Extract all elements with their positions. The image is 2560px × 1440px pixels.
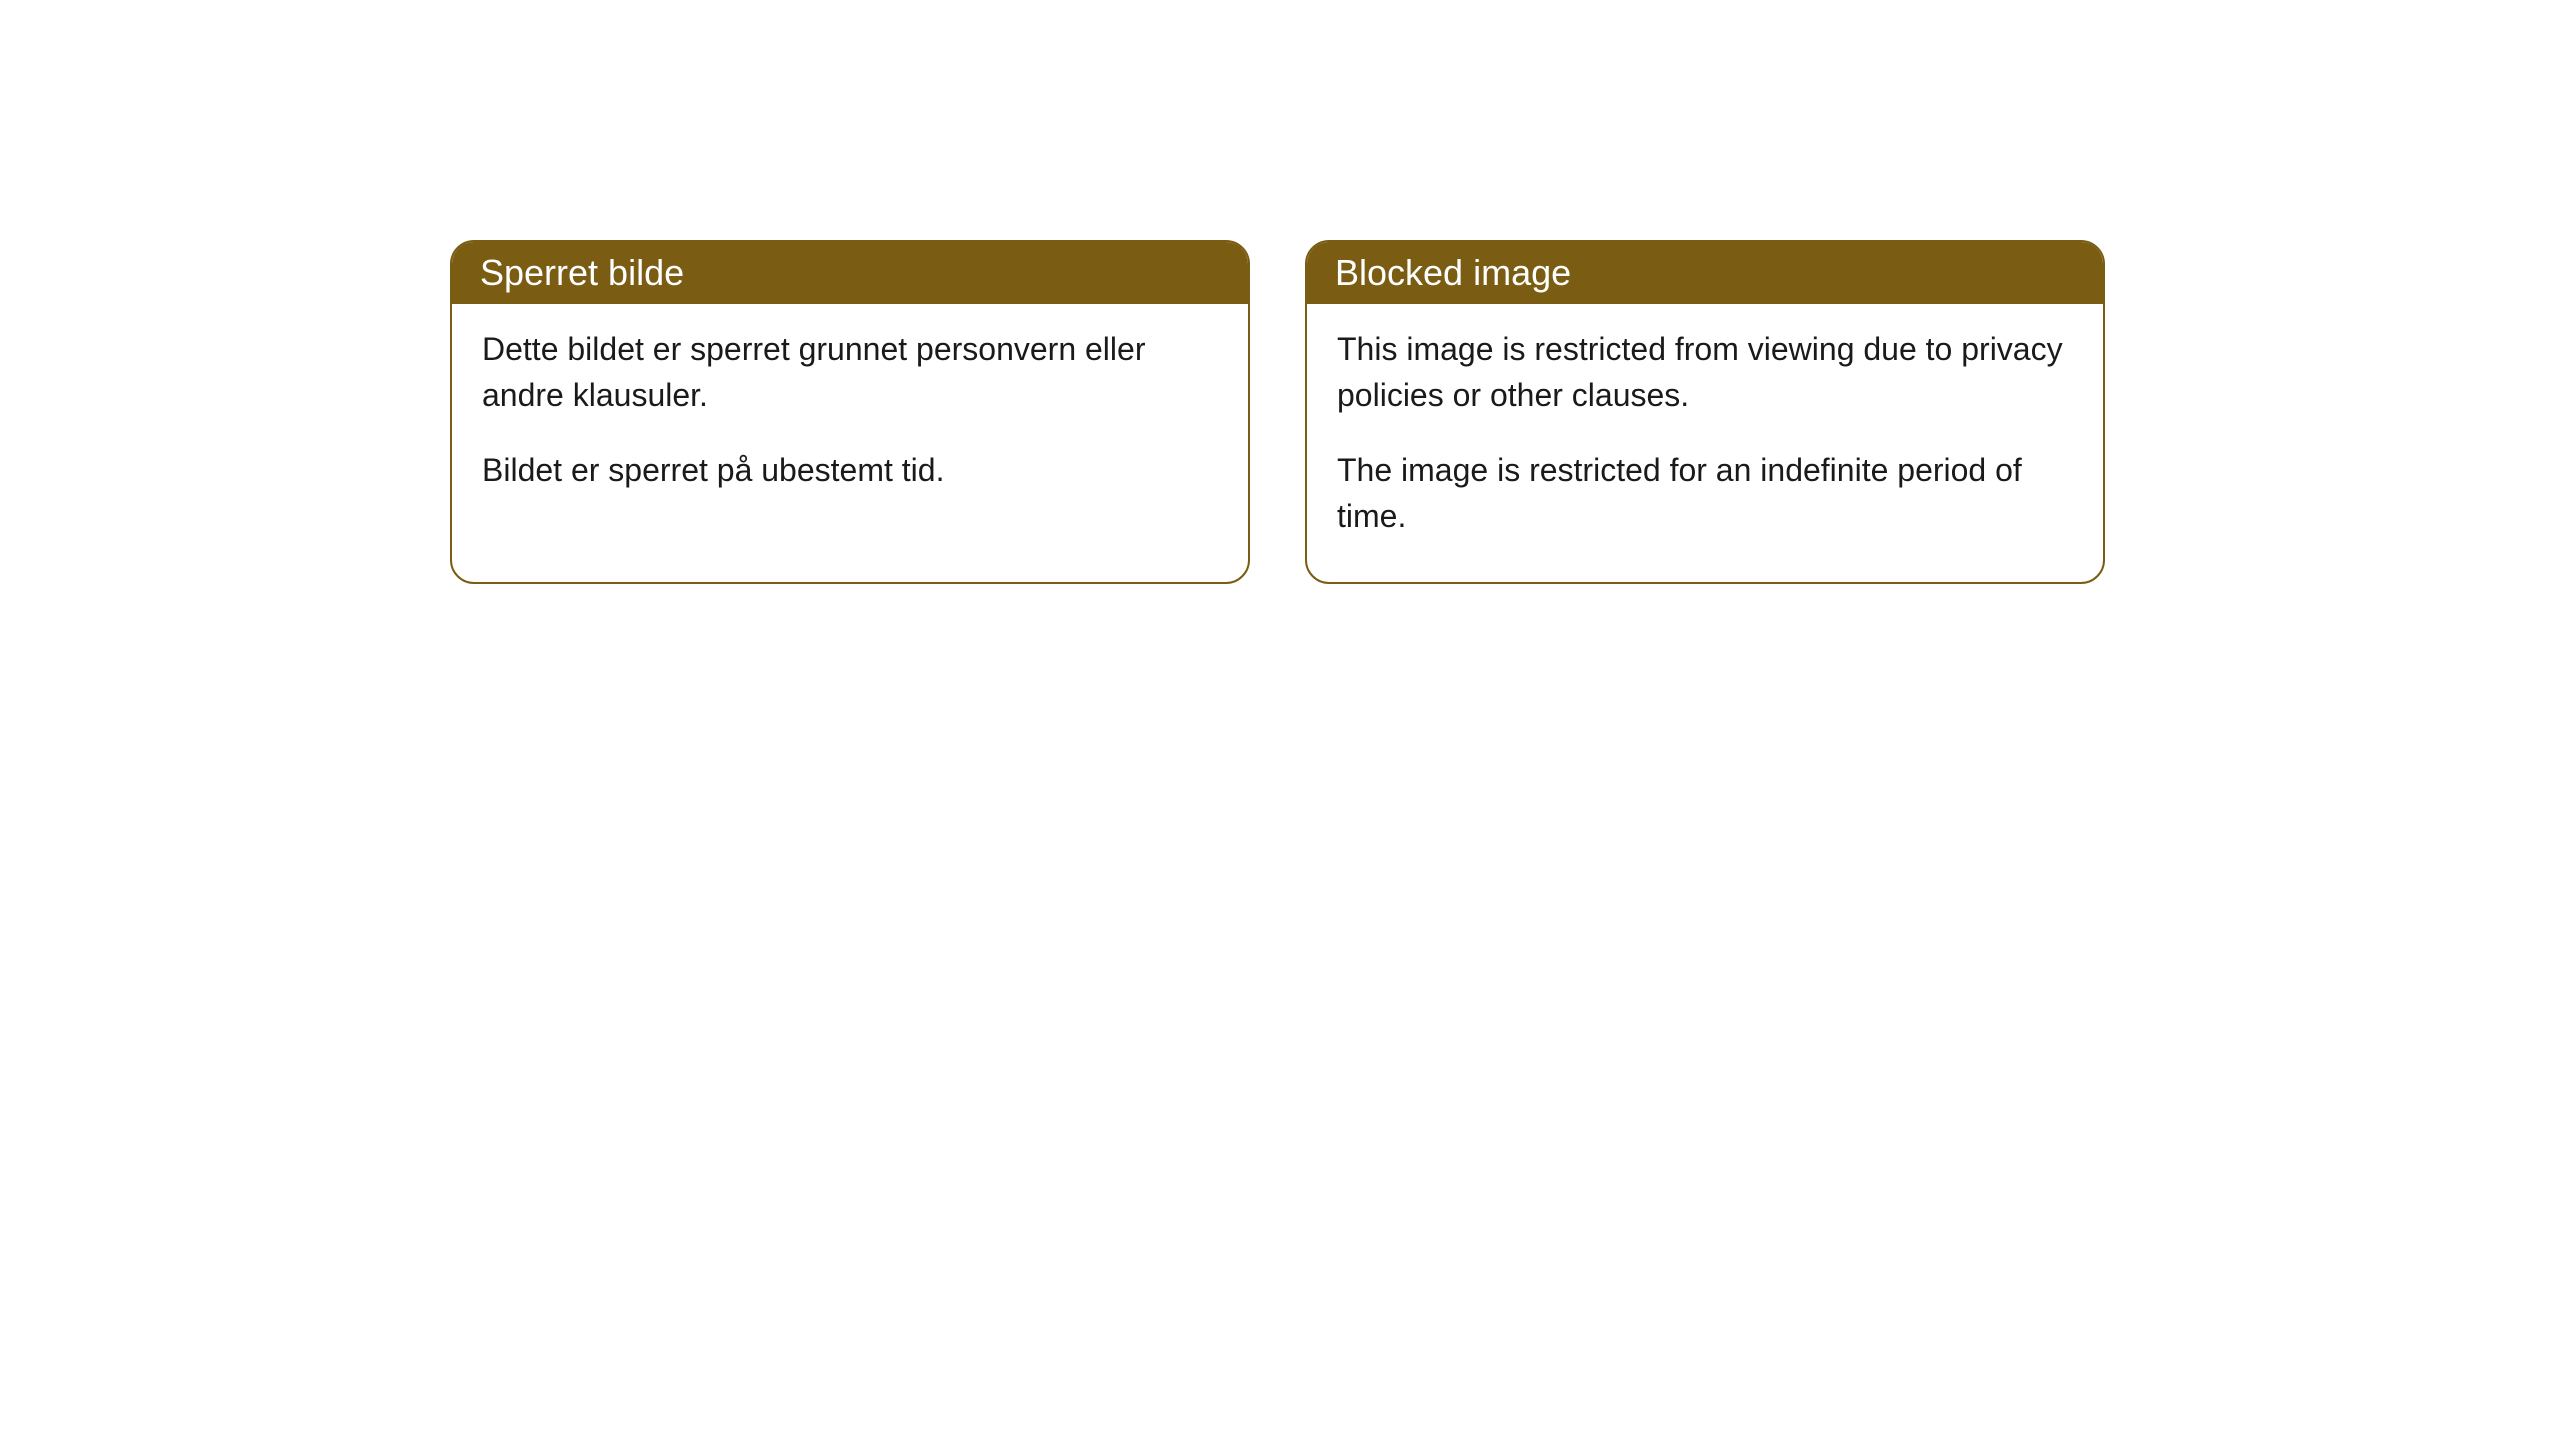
card-paragraph-1-norwegian: Dette bildet er sperret grunnet personve… bbox=[482, 326, 1218, 419]
card-header-english: Blocked image bbox=[1307, 242, 2103, 304]
card-body-english: This image is restricted from viewing du… bbox=[1307, 304, 2103, 582]
card-paragraph-1-english: This image is restricted from viewing du… bbox=[1337, 326, 2073, 419]
card-title-english: Blocked image bbox=[1335, 252, 1571, 293]
card-title-norwegian: Sperret bilde bbox=[480, 252, 684, 293]
card-paragraph-2-norwegian: Bildet er sperret på ubestemt tid. bbox=[482, 447, 1218, 493]
blocked-image-card-norwegian: Sperret bilde Dette bildet er sperret gr… bbox=[450, 240, 1250, 584]
card-header-norwegian: Sperret bilde bbox=[452, 242, 1248, 304]
card-body-norwegian: Dette bildet er sperret grunnet personve… bbox=[452, 304, 1248, 535]
notice-cards-container: Sperret bilde Dette bildet er sperret gr… bbox=[450, 240, 2105, 584]
blocked-image-card-english: Blocked image This image is restricted f… bbox=[1305, 240, 2105, 584]
card-paragraph-2-english: The image is restricted for an indefinit… bbox=[1337, 447, 2073, 540]
